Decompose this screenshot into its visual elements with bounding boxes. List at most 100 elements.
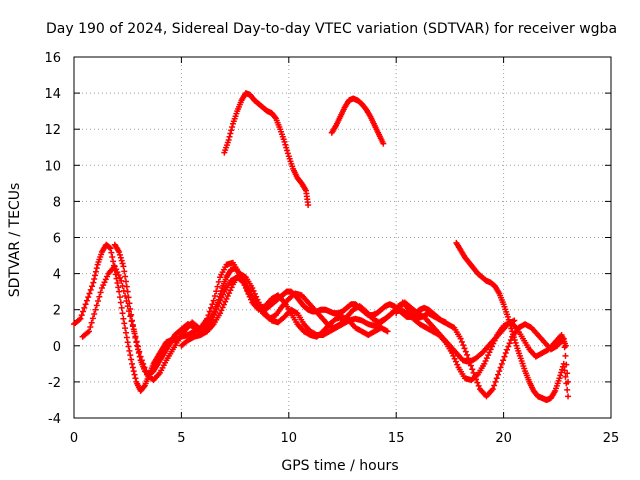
data-point [474, 379, 481, 386]
data-point [102, 276, 109, 283]
data-point [227, 130, 234, 137]
data-point [470, 369, 477, 376]
data-point [491, 382, 498, 389]
data-point [92, 306, 99, 313]
data-point [561, 344, 568, 351]
axis-ticks: 0 5 10 15 20 25 -4 -2 0 2 4 6 8 10 12 14 16 [44, 51, 619, 446]
x-tick-label: 25 [603, 431, 620, 446]
data-point [115, 284, 122, 291]
data-point [384, 328, 391, 335]
data-point [123, 334, 130, 341]
data-point [81, 304, 88, 311]
data-point [87, 286, 94, 293]
data-point [495, 371, 502, 378]
data-point [560, 335, 567, 342]
data-point [93, 302, 100, 309]
data-point [123, 298, 130, 305]
data-point [565, 378, 572, 385]
data-point [136, 353, 143, 360]
data-point [565, 393, 572, 400]
data-point [114, 279, 121, 286]
data-point [130, 368, 137, 375]
data-point [471, 373, 478, 380]
data-point [213, 288, 220, 295]
data-point [511, 317, 518, 324]
data-point [126, 300, 133, 307]
data-point [214, 299, 221, 306]
data-point [135, 346, 142, 353]
data-point [130, 326, 137, 333]
data-point [216, 293, 223, 300]
data-point [127, 352, 134, 359]
data-point [95, 298, 102, 305]
data-point [96, 293, 103, 300]
data-point [380, 140, 387, 147]
data-point [107, 245, 114, 252]
data-point [500, 357, 507, 364]
y-tick-label: 10 [44, 159, 61, 174]
data-point [92, 268, 99, 275]
data-point [97, 289, 104, 296]
data-point [77, 315, 84, 322]
data-point [485, 352, 492, 359]
data-point [80, 308, 87, 315]
series-track-5 [221, 90, 312, 209]
data-point [559, 363, 566, 370]
data-point [507, 337, 514, 344]
series-track-4 [178, 270, 569, 384]
x-tick-label: 0 [70, 431, 78, 446]
data-point [466, 359, 473, 366]
data-point [128, 356, 135, 363]
data-point [125, 294, 132, 301]
data-point [467, 362, 474, 369]
data-point [133, 339, 140, 346]
series-track-6 [328, 95, 387, 147]
data-point [489, 386, 496, 393]
y-tick-label: 14 [44, 87, 61, 102]
data-point [512, 339, 519, 346]
data-point [305, 202, 312, 209]
data-point [214, 283, 221, 290]
data-point [88, 319, 95, 326]
data-point [208, 304, 215, 311]
data-point [498, 360, 505, 367]
y-tick-label: 6 [53, 232, 61, 247]
data-point [122, 325, 129, 332]
x-tick-label: 15 [388, 431, 405, 446]
y-axis-label: SDTVAR / TECUs [7, 183, 23, 298]
data-point [505, 316, 512, 323]
data-point [118, 304, 125, 311]
data-point [460, 342, 467, 349]
x-tick-label: 10 [281, 431, 298, 446]
data-point [86, 328, 93, 335]
data-point [135, 350, 142, 357]
x-tick-label: 20 [495, 431, 512, 446]
data-point [122, 292, 129, 299]
data-point [120, 263, 127, 270]
data-point [120, 315, 127, 322]
y-tick-label: -4 [48, 412, 61, 427]
data-point [556, 375, 563, 382]
data-point [497, 364, 504, 371]
data-point [100, 282, 107, 289]
data-point [116, 294, 123, 301]
y-tick-label: 2 [53, 304, 61, 319]
data-point [504, 313, 511, 320]
data-point [504, 346, 511, 353]
data-point [284, 150, 291, 157]
data-point [283, 144, 290, 151]
data-point [123, 283, 130, 290]
data-point [502, 350, 509, 357]
data-point [228, 127, 235, 134]
data-point [457, 335, 464, 342]
data-point [281, 138, 288, 145]
data-point [506, 340, 513, 347]
data-point [108, 249, 115, 256]
data-point [110, 258, 117, 265]
data-point [90, 279, 97, 286]
data-point [501, 353, 508, 360]
data-point [493, 375, 500, 382]
y-tick-label: 12 [44, 123, 61, 138]
data-point [117, 299, 124, 306]
